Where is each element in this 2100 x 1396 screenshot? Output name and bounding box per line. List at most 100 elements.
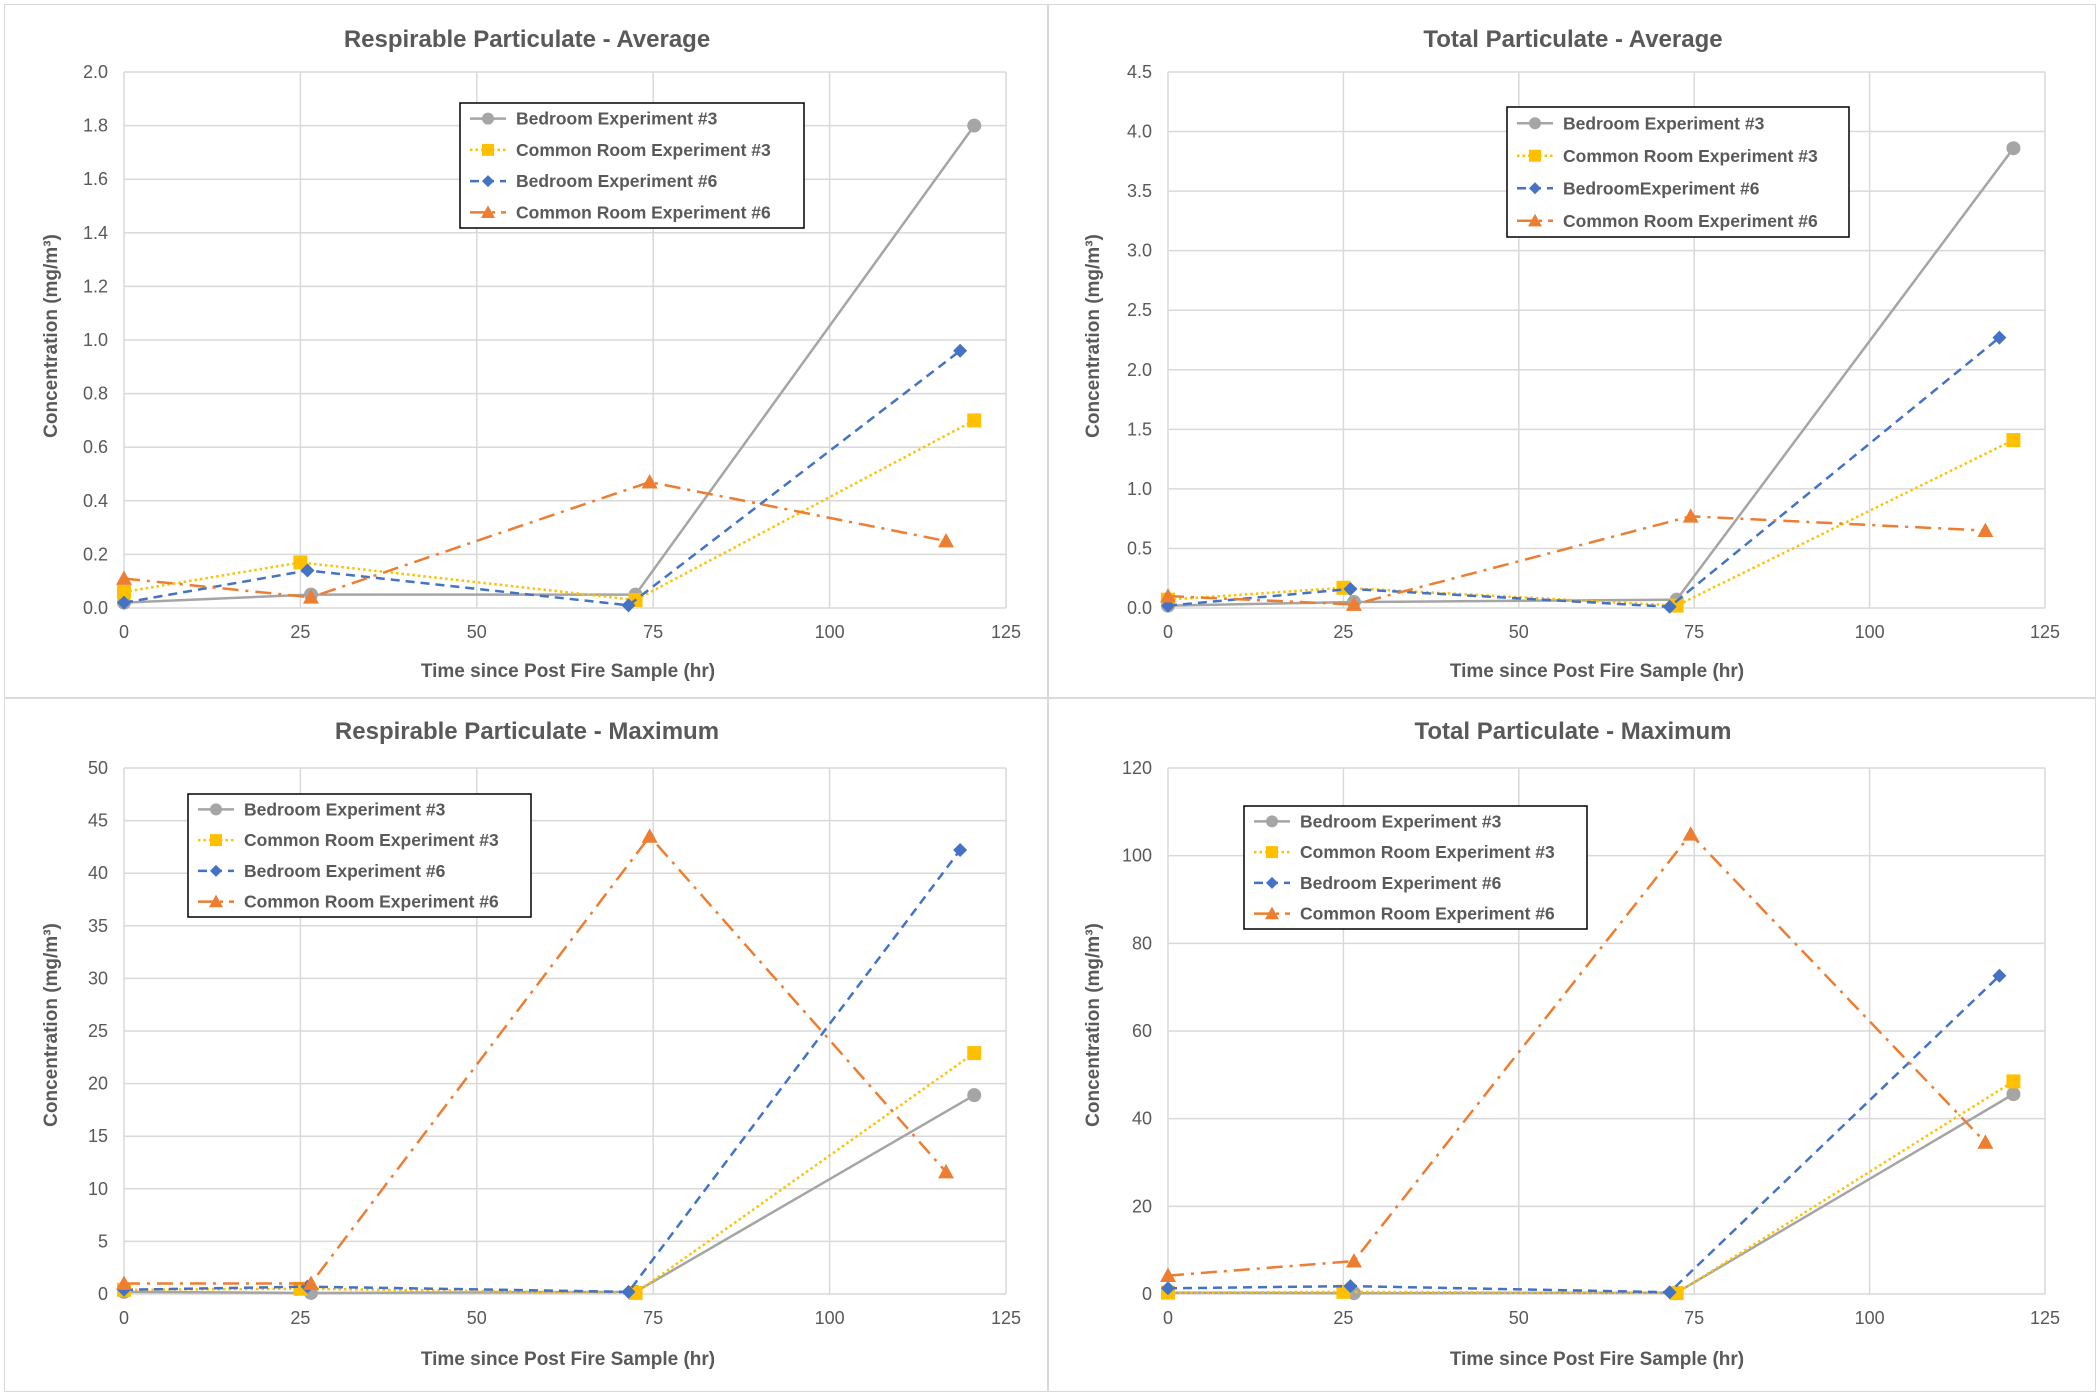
data-point[interactable] bbox=[1992, 968, 2007, 983]
y-axis-title: Concentration (mg/m³) bbox=[41, 923, 62, 1127]
legend-marker-icon bbox=[209, 894, 223, 908]
series-bedroom-experiment-3[interactable] bbox=[117, 1088, 982, 1300]
data-point[interactable] bbox=[116, 570, 132, 585]
legend-item[interactable]: Common Room Experiment #3 bbox=[470, 140, 771, 160]
legend-item[interactable]: Bedroom Experiment #3 bbox=[470, 109, 718, 129]
data-point[interactable] bbox=[641, 474, 658, 489]
series-common-room-experiment-6[interactable] bbox=[1160, 826, 1994, 1282]
series-line bbox=[1167, 974, 2001, 1294]
data-point[interactable] bbox=[2006, 141, 2021, 156]
x-tick-label: 125 bbox=[991, 622, 1021, 642]
series-bedroom-experiment-6[interactable] bbox=[117, 343, 968, 613]
data-point[interactable] bbox=[1992, 330, 2007, 345]
data-point[interactable] bbox=[1345, 596, 1362, 611]
series-line bbox=[123, 419, 975, 602]
data-point[interactable] bbox=[2006, 1074, 2021, 1089]
legend-item[interactable]: Common Room Experiment #3 bbox=[1517, 146, 1818, 166]
data-point[interactable] bbox=[938, 533, 955, 548]
legend-item[interactable]: Common Room Experiment #3 bbox=[1254, 842, 1555, 862]
legend-marker-icon bbox=[1528, 213, 1542, 227]
data-point[interactable] bbox=[1160, 1267, 1176, 1282]
y-tick-label: 2.0 bbox=[1127, 360, 1152, 380]
chart-respirable-average[interactable]: Respirable Particulate - Average Time si… bbox=[4, 4, 1048, 698]
legend-item[interactable]: Bedroom Experiment #6 bbox=[1254, 873, 1502, 893]
series-line bbox=[123, 480, 947, 599]
chart-respirable-maximum[interactable]: Respirable Particulate - Maximum Time si… bbox=[4, 698, 1048, 1392]
series-common-room-experiment-3[interactable] bbox=[117, 413, 982, 607]
data-point[interactable] bbox=[2006, 1087, 2021, 1102]
data-point[interactable] bbox=[1345, 1253, 1362, 1268]
data-point[interactable] bbox=[1662, 599, 1677, 614]
data-point[interactable] bbox=[302, 589, 319, 604]
data-point[interactable] bbox=[302, 1275, 319, 1290]
data-point[interactable] bbox=[1682, 826, 1699, 841]
legend-label: Bedroom Experiment #6 bbox=[1300, 873, 1502, 893]
data-point[interactable] bbox=[1977, 522, 1994, 537]
data-point[interactable] bbox=[1161, 1281, 1175, 1296]
data-point[interactable] bbox=[641, 828, 658, 843]
legend-item[interactable]: BedroomExperiment #6 bbox=[1517, 178, 1760, 198]
legend-item[interactable]: Bedroom Experiment #3 bbox=[1517, 113, 1765, 133]
data-point[interactable] bbox=[116, 1275, 132, 1290]
data-point[interactable] bbox=[967, 118, 982, 133]
y-tick-label: 45 bbox=[88, 811, 108, 831]
legend-item[interactable]: Common Room Experiment #6 bbox=[470, 202, 771, 222]
series-line bbox=[124, 834, 947, 1285]
y-tick-label: 2.0 bbox=[83, 62, 108, 82]
legend-item[interactable]: Bedroom Experiment #6 bbox=[198, 861, 446, 881]
series-bedroom-experiment-6[interactable] bbox=[1161, 968, 2007, 1300]
data-point[interactable] bbox=[1343, 581, 1358, 596]
y-tick-label: 100 bbox=[1122, 846, 1152, 866]
data-point[interactable] bbox=[953, 343, 968, 358]
y-tick-label: 1.6 bbox=[83, 169, 108, 189]
legend-item[interactable]: Common Room Experiment #3 bbox=[198, 830, 499, 850]
series-bedroomexperiment-6[interactable] bbox=[1161, 330, 2007, 614]
series-common-room-experiment-3[interactable] bbox=[1161, 433, 2021, 613]
x-tick-label: 0 bbox=[119, 622, 129, 642]
series-common-room-experiment-6[interactable] bbox=[116, 474, 955, 604]
data-point[interactable] bbox=[1682, 508, 1699, 523]
data-point[interactable] bbox=[300, 563, 315, 578]
data-point[interactable] bbox=[953, 843, 968, 858]
legend-item[interactable]: Common Room Experiment #6 bbox=[1254, 904, 1555, 924]
series-common-room-experiment-6[interactable] bbox=[1160, 508, 1994, 611]
x-axis-title: Time since Post Fire Sample (hr) bbox=[421, 1349, 715, 1370]
chart-respirable-average-svg: Respirable Particulate - Average Time si… bbox=[41, 26, 1021, 682]
legend-item[interactable]: Bedroom Experiment #3 bbox=[1254, 811, 1502, 831]
y-tick-label: 15 bbox=[88, 1126, 108, 1146]
data-point[interactable] bbox=[967, 1088, 982, 1103]
data-point[interactable] bbox=[117, 595, 131, 610]
chart-title: Respirable Particulate - Maximum bbox=[335, 718, 719, 745]
data-point[interactable] bbox=[1977, 1134, 1994, 1149]
x-tick-label: 75 bbox=[643, 1308, 663, 1328]
chart-total-average[interactable]: Total Particulate - Average Time since P… bbox=[1048, 4, 2096, 698]
legend-marker-icon bbox=[481, 205, 495, 218]
data-point[interactable] bbox=[1343, 1279, 1358, 1294]
data-point[interactable] bbox=[293, 555, 308, 570]
y-tick-label: 1.2 bbox=[83, 276, 108, 296]
x-tick-label: 100 bbox=[1855, 1308, 1885, 1328]
data-point[interactable] bbox=[2006, 433, 2021, 448]
data-point[interactable] bbox=[1160, 588, 1176, 603]
data-point[interactable] bbox=[117, 584, 131, 599]
data-point[interactable] bbox=[938, 1163, 955, 1179]
series-line bbox=[1167, 438, 2014, 607]
legend-item[interactable]: Common Room Experiment #6 bbox=[198, 892, 499, 912]
legend-marker-icon bbox=[1266, 846, 1278, 859]
legend-item[interactable]: Common Room Experiment #6 bbox=[1517, 211, 1818, 231]
data-point[interactable] bbox=[967, 413, 982, 428]
data-point[interactable] bbox=[621, 1284, 636, 1299]
data-point[interactable] bbox=[621, 598, 636, 613]
legend-item[interactable]: Bedroom Experiment #6 bbox=[470, 171, 718, 191]
series-common-room-experiment-6[interactable] bbox=[116, 828, 955, 1290]
x-axis-title: Time since Post Fire Sample (hr) bbox=[1450, 661, 1744, 682]
x-tick-label: 50 bbox=[1509, 622, 1529, 642]
data-point[interactable] bbox=[1662, 1285, 1677, 1300]
legend-item[interactable]: Bedroom Experiment #3 bbox=[198, 799, 446, 819]
y-tick-label: 0.0 bbox=[1127, 598, 1152, 618]
legend-label: BedroomExperiment #6 bbox=[1563, 178, 1760, 198]
chart-total-maximum[interactable]: Total Particulate - Maximum Time since P… bbox=[1048, 698, 2096, 1392]
y-tick-label: 40 bbox=[88, 863, 108, 883]
data-point[interactable] bbox=[967, 1046, 982, 1061]
y-tick-label: 35 bbox=[88, 916, 108, 936]
